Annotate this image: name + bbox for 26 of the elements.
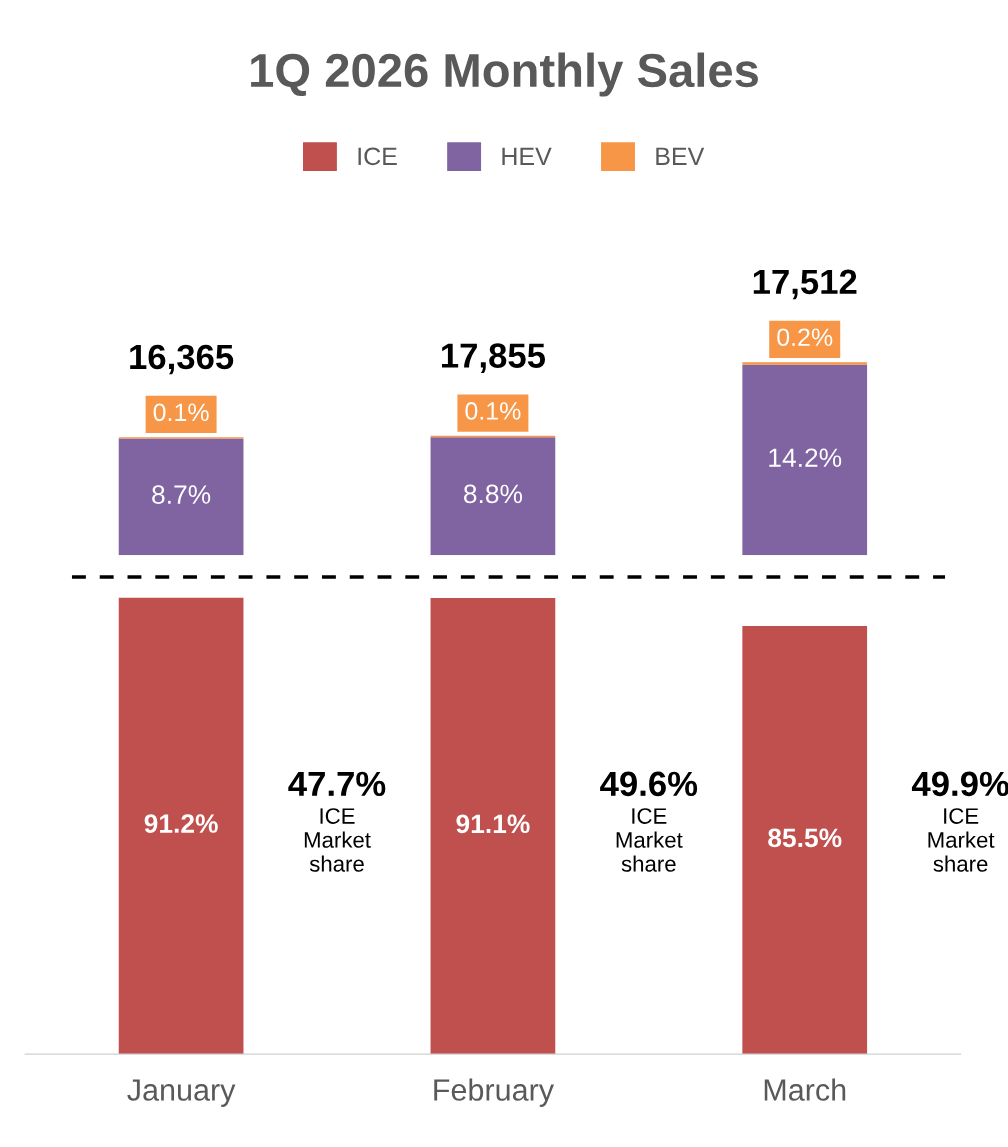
data-label: 0.2% [777,328,833,347]
legend-label: HEV [502,147,552,165]
annotation: 17,855 [442,343,546,373]
data-label: 91.2% [144,814,218,833]
x-tick-label: March [764,1078,846,1101]
chart-title: 1Q 2026 Monthly Sales [251,52,758,97]
legend-label: BEV [656,147,705,165]
bar [742,364,868,556]
bar [430,437,556,556]
annotation: 17,512 [753,269,857,300]
annotation: 49.6% ICE Market share [600,771,698,872]
annotation: 49.9% ICE Market share [911,771,1008,872]
legend-label: ICE [358,147,397,166]
annotation: 16,365 [130,344,234,375]
data-label: 8.7% [152,485,211,504]
data-label: 85.5% [768,828,842,848]
data-label: 0.1% [153,403,209,422]
data-label: 8.8% [463,484,523,504]
x-tick-label: February [434,1078,554,1107]
x-tick-label: January [127,1079,236,1107]
bar [742,362,868,365]
data-label: 14.2% [769,448,842,467]
data-label: 91.1% [456,814,530,834]
bar [118,438,244,556]
annotation: 47.7% ICE Market share [288,771,386,872]
data-label: 0.1% [465,402,521,420]
